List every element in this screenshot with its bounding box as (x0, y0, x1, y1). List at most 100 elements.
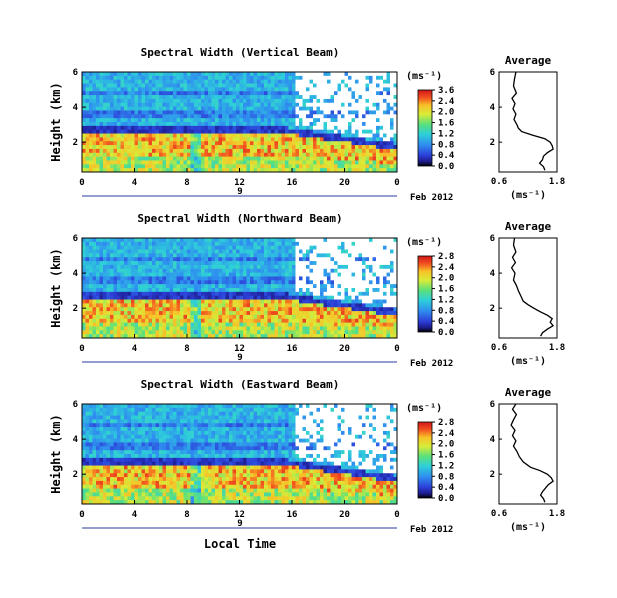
heatmap-cell (113, 288, 118, 293)
heatmap-cell (211, 106, 216, 111)
heatmap-cell (99, 434, 104, 440)
heatmap-cell (316, 156, 321, 161)
heatmap-cell (183, 257, 188, 262)
heatmap-cell (141, 102, 146, 108)
heatmap-cell (278, 79, 282, 84)
heatmap-cell (124, 238, 128, 243)
heatmap-cell (187, 114, 191, 119)
heatmap-cell (365, 284, 370, 289)
heatmap-cell (113, 238, 118, 243)
heatmap-cell (211, 75, 216, 81)
heatmap-cell (239, 261, 244, 266)
heatmap-cell (187, 326, 191, 331)
heatmap-cell (159, 264, 163, 270)
heatmap-cell (351, 110, 356, 115)
heatmap-cell (222, 125, 226, 131)
heatmap-cell (134, 241, 139, 247)
heatmap-cell (309, 125, 314, 131)
heatmap-cell (96, 465, 100, 470)
heatmap-cell (383, 311, 387, 316)
heatmap-cell (320, 272, 324, 277)
heatmap-cell (309, 87, 314, 92)
heatmap-cell (124, 326, 128, 331)
heatmap-cell (85, 318, 90, 324)
heatmap-cell (103, 461, 107, 466)
colorbar-tick-label: 2.0 (438, 274, 454, 284)
heatmap-cell (379, 322, 384, 327)
heatmap-cell (232, 307, 237, 312)
heatmap-cell (201, 264, 205, 270)
heatmap-cell (344, 272, 349, 277)
heatmap-cell (320, 152, 324, 158)
heatmap-cell (204, 257, 209, 262)
heatmap-cell (117, 114, 121, 119)
heatmap-cell (351, 284, 356, 289)
heatmap-cell (148, 145, 153, 150)
heatmap-cell (285, 106, 289, 111)
heatmap-cell (82, 245, 86, 250)
heatmap-cell (152, 241, 156, 247)
heatmap-cell (96, 268, 100, 274)
heatmap-cell (239, 303, 244, 308)
heatmap-cell (344, 160, 349, 165)
heatmap-cell (295, 261, 300, 266)
heatmap-cell (138, 334, 142, 339)
heatmap-cell (334, 148, 338, 154)
heatmap-cell (355, 261, 359, 266)
heatmap-cell (236, 148, 240, 154)
heatmap-cell (96, 106, 100, 111)
heatmap-cell (82, 276, 86, 281)
heatmap-cell (166, 291, 170, 297)
heatmap-cell (82, 496, 86, 501)
heatmap-cell (278, 295, 282, 300)
heatmap-cell (316, 245, 321, 250)
heatmap-cell (334, 288, 338, 293)
heatmap-cell (253, 125, 258, 131)
heatmap-cell (232, 152, 237, 158)
heatmap-cell (372, 272, 377, 277)
heatmap-cell (257, 245, 261, 250)
heatmap-cell (372, 125, 377, 131)
heatmap-cell (362, 322, 366, 327)
heatmap-cell (351, 303, 356, 308)
heatmap-cell (337, 245, 342, 250)
heatmap-cell (372, 83, 377, 88)
heatmap-cell (232, 249, 237, 254)
heatmap-cell (337, 164, 342, 169)
heatmap-cell (323, 152, 328, 158)
heatmap-cell (386, 145, 391, 150)
heatmap-cell (253, 326, 258, 331)
heatmap-cell (376, 241, 380, 247)
heatmap-cell (292, 299, 296, 304)
heatmap-cell (271, 95, 275, 100)
heatmap-cell (285, 334, 289, 339)
heatmap-cell (106, 264, 111, 270)
heatmap-cell (278, 145, 282, 150)
heatmap-cell (159, 118, 163, 123)
heatmap-cell (386, 276, 391, 281)
heatmap-cell (190, 276, 195, 281)
heatmap-cell (201, 114, 205, 119)
heatmap-cell (162, 106, 167, 111)
heatmap-cell (257, 264, 261, 270)
heatmap-cell (159, 295, 163, 300)
heatmap-cell (299, 322, 303, 327)
heatmap-cell (166, 152, 170, 158)
heatmap-cell (390, 95, 394, 100)
heatmap-cell (243, 145, 247, 150)
heatmap-cell (260, 280, 265, 285)
heatmap-cell (281, 79, 286, 84)
heatmap-cell (313, 314, 317, 320)
heatmap-cell (372, 114, 377, 119)
heatmap-cell (285, 264, 289, 270)
heatmap-cell (99, 415, 104, 420)
heatmap-cell (232, 106, 237, 111)
heatmap-cell (141, 245, 146, 250)
heatmap-cell (288, 299, 293, 304)
heatmap-cell (337, 133, 342, 138)
heatmap-cell (243, 125, 247, 131)
heatmap-cell (141, 164, 146, 169)
heatmap-cell (299, 118, 303, 123)
heatmap-cell (183, 326, 188, 331)
heatmap-cell (271, 122, 275, 127)
